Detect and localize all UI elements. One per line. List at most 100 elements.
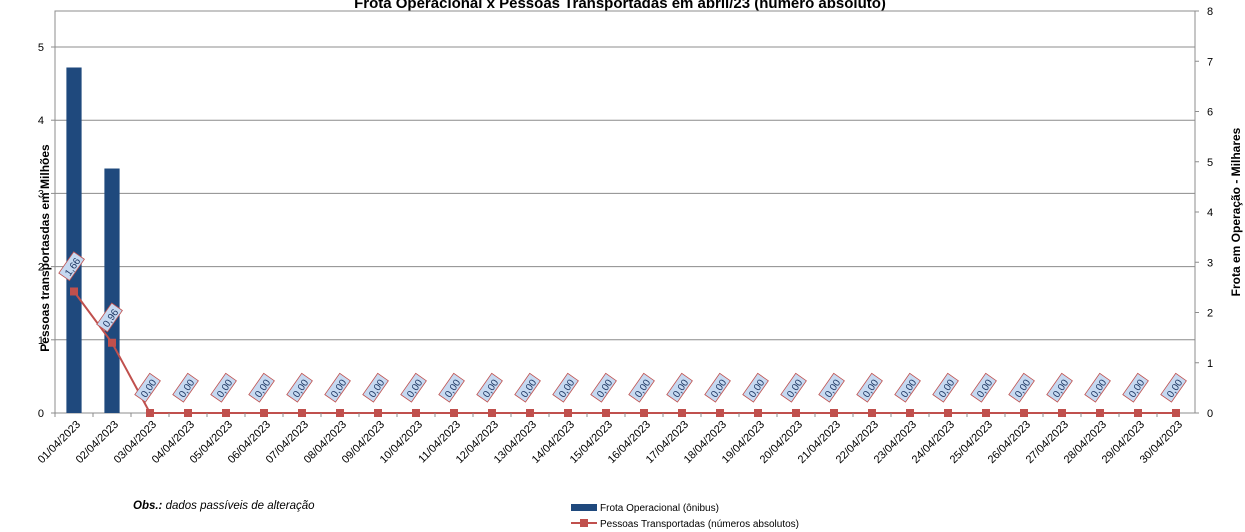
line-marker	[450, 409, 458, 417]
data-labels: 1,660,960,00 0,00 0,00 0,00 0,00 0,00 0,00 0,00…	[58, 251, 1187, 403]
data-label: 0,00	[476, 372, 503, 403]
data-label-box	[780, 372, 807, 403]
data-label: 0,00	[248, 372, 275, 403]
line-marker	[602, 409, 610, 417]
data-label: 0,00	[1046, 372, 1073, 403]
left-tick-label: 2	[38, 262, 44, 274]
data-label: 0,00	[856, 372, 883, 403]
left-tick-label: 0	[38, 408, 44, 420]
legend-label-line: Pessoas Transportadas (números absolutos…	[600, 519, 799, 530]
legend: Frota Operacional (ônibus) Pessoas Trans…	[571, 503, 799, 530]
line-marker	[1020, 409, 1028, 417]
data-label: 0,00	[590, 372, 617, 403]
chart-title: Frota Operacional x Pessoas Transportada…	[354, 0, 886, 12]
data-label: 0,00	[514, 372, 541, 403]
data-label-box	[856, 372, 883, 403]
data-label: 0,00	[438, 372, 465, 403]
data-label: 0,00	[1122, 372, 1149, 403]
data-label-box	[1122, 372, 1149, 403]
bar	[104, 168, 120, 413]
data-label-box	[1160, 372, 1187, 403]
bar-series	[66, 67, 120, 413]
line-marker	[640, 409, 648, 417]
line-marker	[944, 409, 952, 417]
data-label: 0,00	[742, 372, 769, 403]
data-label-box	[666, 372, 693, 403]
left-tick-label: 3	[38, 188, 44, 200]
data-label-box	[286, 372, 313, 403]
right-tick-label: 4	[1207, 207, 1213, 219]
data-label-box	[818, 372, 845, 403]
legend-swatch-bar	[571, 504, 597, 511]
line-marker	[108, 338, 116, 347]
data-label: 0,00	[286, 372, 313, 403]
line-marker	[336, 409, 344, 417]
data-label: 0,00	[666, 372, 693, 403]
data-label-box	[172, 372, 199, 403]
data-label: 0,00	[400, 372, 427, 403]
data-label: 0,00	[894, 372, 921, 403]
data-label-box	[970, 372, 997, 403]
gridlines	[54, 10, 1196, 414]
data-label: 0,00	[552, 372, 579, 403]
line-marker	[222, 409, 230, 417]
line-marker	[792, 409, 800, 417]
footnote-text: dados passíveis de alteração	[162, 500, 315, 512]
line-marker	[754, 409, 762, 417]
data-label: 0,00	[210, 372, 237, 403]
legend-swatch-marker	[580, 519, 588, 527]
data-label-box	[324, 372, 351, 403]
data-label-box	[362, 372, 389, 403]
data-label-box	[248, 372, 275, 403]
line-marker	[1096, 409, 1104, 417]
line-marker	[70, 287, 78, 296]
data-label-box	[590, 372, 617, 403]
line-marker	[412, 409, 420, 417]
data-label: 0,00	[818, 372, 845, 403]
data-label: 0,00	[362, 372, 389, 403]
line-marker	[260, 409, 268, 417]
data-label-box	[552, 372, 579, 403]
plot-frame	[54, 10, 1196, 414]
data-label-box	[1008, 372, 1035, 403]
right-tick-label: 2	[1207, 308, 1213, 320]
legend-label-bar: Frota Operacional (ônibus)	[600, 503, 719, 514]
line-marker	[716, 409, 724, 417]
data-label: 0,00	[172, 372, 199, 403]
line-marker	[830, 409, 838, 417]
line-marker	[906, 409, 914, 417]
line-marker	[146, 409, 154, 417]
data-label-box	[438, 372, 465, 403]
data-label: 0,00	[134, 372, 161, 403]
data-label-box	[96, 302, 123, 333]
line-marker	[488, 409, 496, 417]
data-label: 0,00	[324, 372, 351, 403]
data-label: 0,00	[1084, 372, 1111, 403]
data-label: 0,00	[1008, 372, 1035, 403]
data-label-box	[704, 372, 731, 403]
right-tick-label: 5	[1207, 157, 1213, 169]
data-label: 0,00	[932, 372, 959, 403]
data-label-box	[932, 372, 959, 403]
data-label-box	[400, 372, 427, 403]
axes: 01234501234567801/04/202302/04/202303/04…	[36, 6, 1213, 466]
left-tick-label: 5	[38, 42, 44, 54]
data-label-box	[1046, 372, 1073, 403]
line-marker	[982, 409, 990, 417]
data-label-box	[134, 372, 161, 403]
y-axis-left-title: Pessoas transportasdas em Milhões	[38, 144, 52, 352]
data-label-box	[628, 372, 655, 403]
line-marker	[526, 409, 534, 417]
data-label-box	[476, 372, 503, 403]
y-axis-right-title: Frota em Operação - Milhares	[1229, 127, 1243, 296]
line-marker	[184, 409, 192, 417]
left-tick-label: 1	[38, 335, 44, 347]
line-marker	[868, 409, 876, 417]
data-label: 0,00	[970, 372, 997, 403]
line-marker	[564, 409, 572, 417]
right-tick-label: 3	[1207, 257, 1213, 269]
line-marker	[298, 409, 306, 417]
line-marker	[374, 409, 382, 417]
left-tick-label: 4	[38, 115, 44, 127]
